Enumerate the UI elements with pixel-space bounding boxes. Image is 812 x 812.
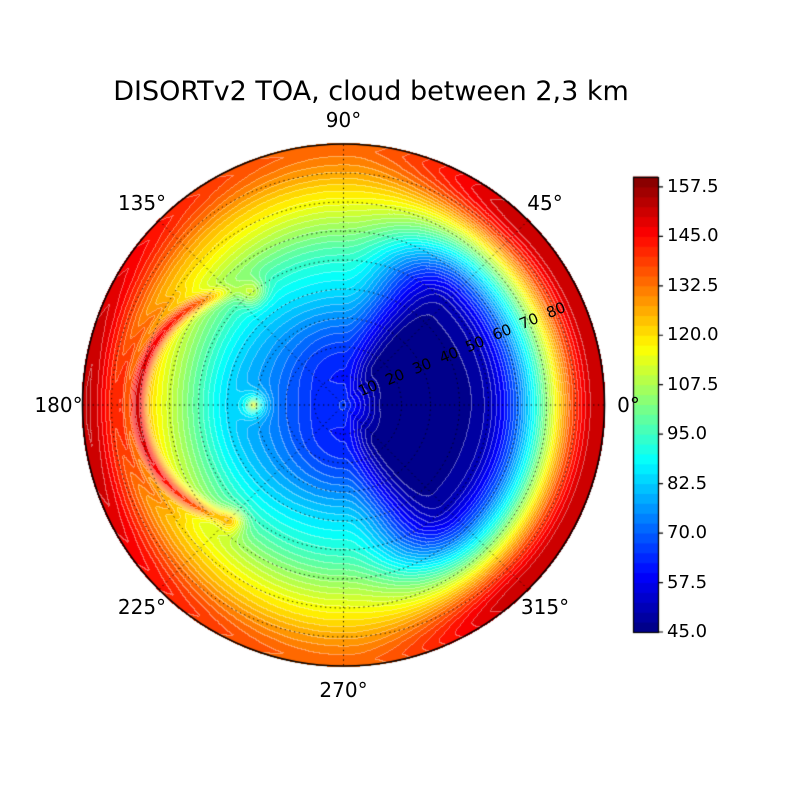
angular-tick-label-180: 180° <box>34 393 83 417</box>
colorbar-tick-label-145: 145.0 <box>667 225 719 247</box>
angular-tick-label-225: 225° <box>117 594 167 619</box>
colorbar-tick-label-120: 120.0 <box>667 324 719 346</box>
angular-tick-label-315: 315° <box>520 594 570 619</box>
angular-tick-label-45: 45° <box>527 191 563 216</box>
colorbar-tick-label-95: 95.0 <box>667 423 708 445</box>
angular-tick-label-270: 270° <box>319 678 368 702</box>
colorbar-tick-label-82.5: 82.5 <box>667 472 708 494</box>
colorbar-tick-label-132.5: 132.5 <box>667 274 719 296</box>
colorbar-tick-label-45: 45.0 <box>667 621 708 642</box>
colorbar-tick-label-57.5: 57.5 <box>667 571 708 593</box>
colorbar-tick-label-107.5: 107.5 <box>667 373 719 395</box>
angular-tick-label-0: 0° <box>617 393 640 417</box>
colorbar-tick-label-70: 70.0 <box>667 522 708 544</box>
plot-title: DISORTv2 TOA, cloud between 2,3 km <box>113 76 629 107</box>
angular-tick-label-135: 135° <box>117 191 167 216</box>
colorbar-tick-label-157.5: 157.5 <box>667 175 719 197</box>
angular-tick-label-90: 90° <box>325 108 362 132</box>
